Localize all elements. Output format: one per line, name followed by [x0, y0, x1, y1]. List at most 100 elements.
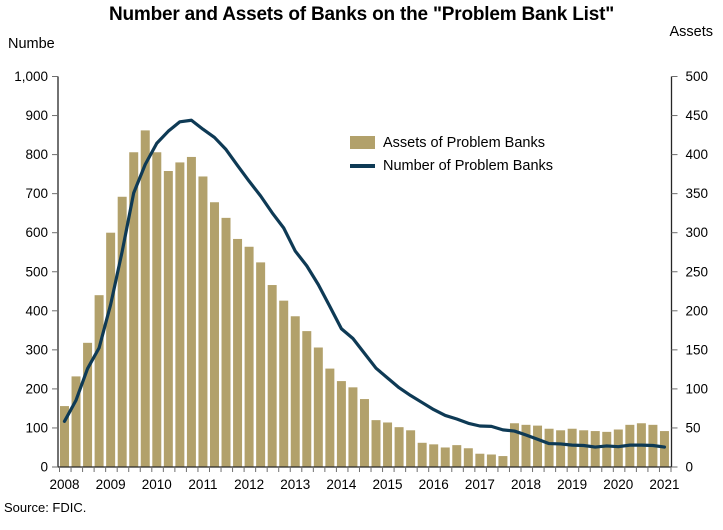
right-axis-tick-label: 50: [686, 420, 701, 435]
assets-bar: [163, 171, 173, 467]
assets-bar: [71, 376, 81, 467]
assets-bar: [279, 300, 289, 467]
left-axis-tick-label: 400: [25, 303, 48, 318]
left-axis-tick-label: 700: [25, 186, 48, 201]
x-axis-year-label: 2015: [373, 477, 403, 492]
assets-bar: [463, 448, 473, 467]
number-line-swatch-icon: [350, 163, 375, 168]
assets-bar: [590, 431, 600, 467]
assets-bar: [440, 447, 450, 467]
assets-bar: [602, 431, 612, 467]
assets-bar: [186, 156, 196, 467]
legend-label-assets: Assets of Problem Banks: [383, 134, 545, 151]
right-axis-tick-label: 350: [686, 186, 709, 201]
tick-marks: [52, 76, 678, 472]
right-axis-tick-label: 450: [686, 108, 709, 123]
right-axis-tick-label: 300: [686, 225, 709, 240]
assets-bar: [302, 331, 312, 467]
assets-bar: [244, 246, 254, 467]
assets-bar: [509, 423, 519, 467]
left-axis-tick-label: 800: [25, 147, 48, 162]
assets-bar: [406, 430, 416, 467]
x-axis-year-label: 2018: [511, 477, 541, 492]
left-axis-tick-label: 0: [40, 460, 48, 475]
assets-bar: [498, 456, 508, 467]
assets-swatch-icon: [350, 136, 375, 149]
x-axis-year-label: 2016: [419, 477, 449, 492]
x-axis-year-label: 2009: [96, 477, 126, 492]
assets-bar: [117, 196, 127, 467]
left-axis-tick-label: 600: [25, 225, 48, 240]
chart-title: Number and Assets of Banks on the "Probl…: [108, 4, 615, 25]
assets-bar: [129, 152, 139, 467]
left-axis-tick-label: 100: [25, 420, 48, 435]
assets-bar: [267, 285, 277, 467]
left-axis-title: Numbe: [8, 36, 55, 52]
assets-bar: [233, 238, 243, 467]
assets-bar: [417, 442, 427, 467]
left-axis-tick-label: 300: [25, 342, 48, 357]
assets-bar: [209, 202, 219, 468]
right-axis-tick-label: 100: [686, 381, 709, 396]
tick-labels: 0 100 200 300 400 500 600 700 800 900 1,000 0 50 100 1…: [14, 69, 708, 492]
x-axis-year-label: 2013: [280, 477, 310, 492]
x-axis-year-label: 2021: [649, 477, 679, 492]
right-axis-tick-label: 250: [686, 264, 709, 279]
number-of-problem-banks-line: [62, 118, 667, 449]
x-axis-year-label: 2010: [142, 477, 172, 492]
left-axis-tick-label: 200: [25, 381, 48, 396]
assets-bar: [521, 424, 531, 467]
legend-item-number: Number of Problem Banks: [350, 154, 553, 177]
right-axis-tick-label: 200: [686, 303, 709, 318]
legend-label-number: Number of Problem Banks: [383, 157, 554, 174]
right-axis-tick-label: 150: [686, 342, 709, 357]
right-axis-tick-label: 400: [686, 147, 709, 162]
assets-bar: [60, 406, 69, 467]
assets-bar: [140, 130, 150, 467]
assets-bar: [94, 295, 104, 467]
assets-bar: [348, 387, 358, 467]
x-axis-year-label: 2008: [49, 477, 79, 492]
assets-bar: [475, 453, 485, 467]
assets-bar: [152, 152, 162, 467]
assets-bar: [452, 445, 462, 467]
right-axis-title: Assets: [669, 24, 713, 40]
assets-bar: [544, 428, 554, 467]
x-axis-year-label: 2012: [234, 477, 264, 492]
assets-bar: [256, 262, 266, 467]
assets-bar: [486, 454, 496, 467]
assets-bar: [659, 431, 669, 467]
assets-bar: [556, 430, 566, 467]
assets-bar: [371, 420, 381, 467]
assets-bar: [198, 176, 208, 467]
x-axis-year-label: 2020: [603, 477, 633, 492]
left-axis-tick-label: 1,000: [14, 69, 48, 84]
assets-bar: [383, 422, 393, 467]
assets-bar: [567, 428, 577, 467]
x-axis-year-label: 2014: [326, 477, 357, 492]
assets-bar: [325, 368, 335, 467]
source-note: Source: FDIC.: [4, 500, 87, 515]
assets-bar: [175, 162, 185, 467]
assets-bars-series: [60, 130, 669, 468]
assets-bar: [533, 425, 543, 467]
right-axis-tick-label: 0: [686, 460, 694, 475]
assets-bar: [290, 316, 300, 467]
assets-bar: [429, 444, 439, 467]
assets-bar: [579, 430, 589, 467]
left-axis-tick-label: 900: [25, 108, 48, 123]
right-axis-tick-label: 500: [686, 69, 709, 84]
legend-item-assets: Assets of Problem Banks: [350, 131, 553, 154]
assets-bar: [394, 427, 404, 467]
assets-bar: [336, 381, 346, 467]
x-axis-year-label: 2019: [557, 477, 587, 492]
assets-bar: [83, 342, 93, 467]
assets-bar: [359, 399, 369, 467]
x-axis-year-label: 2011: [188, 477, 217, 492]
assets-bar: [106, 232, 116, 467]
assets-bar: [313, 347, 323, 467]
chart-legend: Assets of Problem Banks Number of Proble…: [350, 131, 553, 177]
x-axis-year-label: 2017: [465, 477, 495, 492]
